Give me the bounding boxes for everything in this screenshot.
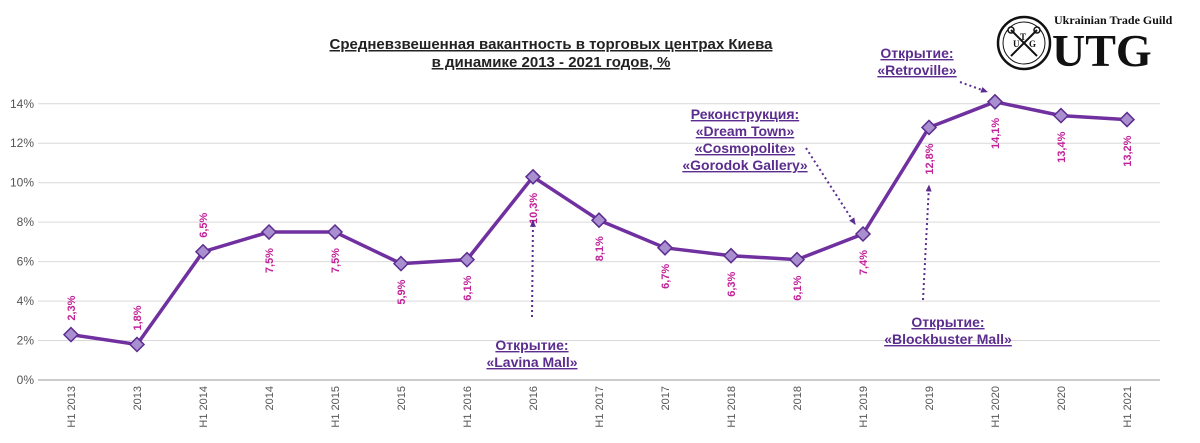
x-tick-label: H1 2020	[990, 386, 1002, 428]
annotation-text-reconstruction: «Gorodok Gallery»	[682, 157, 807, 173]
x-tick-label: 2020	[1056, 386, 1068, 410]
x-tick-label: H1 2021	[1122, 386, 1134, 428]
x-axis-ticks: H1 2013 2013 H1 2014 2014 H1 2015 2015 H1 2016…	[66, 386, 1134, 428]
data-label: 13,4%	[1056, 131, 1068, 162]
data-point-marker	[722, 247, 740, 264]
data-point-marker	[590, 212, 608, 229]
vacancy-series	[62, 93, 1136, 353]
x-tick-label: 2014	[264, 386, 276, 410]
annotation-text-reconstruction: «Dream Town»	[696, 123, 795, 139]
data-label: 1,8%	[132, 305, 144, 330]
x-tick-label: H1 2017	[594, 386, 606, 428]
data-point-marker	[920, 119, 938, 136]
data-label: 7,5%	[264, 248, 276, 273]
data-label: 6,5%	[198, 212, 210, 237]
x-tick-label: H1 2014	[198, 386, 210, 428]
data-label: 12,8%	[924, 143, 936, 174]
y-tick-label: 2%	[17, 334, 35, 348]
logo-guild-text: Ukrainian Trade Guild	[1054, 13, 1173, 27]
annotation-text-lavina: Открытие:	[495, 337, 568, 353]
annotation-arrow	[922, 184, 932, 301]
data-label: 10,3%	[528, 193, 540, 224]
data-label: 13,2%	[1122, 135, 1134, 166]
x-tick-label: 2018	[792, 386, 804, 410]
annotation-text-blockbuster: Открытие:	[911, 314, 984, 330]
data-point-marker	[1118, 111, 1136, 128]
x-tick-label: H1 2015	[330, 386, 342, 428]
utg-seal-icon: U T G	[996, 15, 1052, 71]
y-tick-label: 12%	[10, 136, 34, 150]
utg-logo: U T G Ukrainian Trade Guild UTG	[996, 13, 1173, 76]
x-tick-label: 2016	[528, 386, 540, 410]
data-point-marker	[656, 239, 674, 256]
data-label: 5,9%	[396, 279, 408, 304]
y-tick-label: 10%	[10, 176, 34, 190]
y-axis-ticks: 0% 2% 4% 6% 8% 10% 12% 14%	[10, 97, 34, 387]
data-point-marker	[392, 255, 410, 272]
data-label: 6,7%	[660, 264, 672, 289]
y-tick-label: 6%	[17, 255, 35, 269]
data-point-marker	[62, 326, 80, 343]
data-label: 14,1%	[990, 118, 1002, 149]
annotation-arrow	[805, 147, 856, 225]
annotation-text-reconstruction: Реконструкция:	[691, 106, 799, 122]
x-tick-label: 2013	[132, 386, 144, 410]
data-point-marker	[326, 223, 344, 241]
data-label: 8,1%	[594, 236, 606, 261]
annotation-text-retroville: Открытие:	[880, 45, 953, 61]
seal-letter-u: U	[1013, 39, 1020, 49]
data-label: 2,3%	[66, 295, 78, 320]
data-point-marker	[458, 251, 476, 268]
data-label: 6,1%	[792, 275, 804, 300]
logo-brand: UTG	[1052, 25, 1152, 76]
x-tick-label: H1 2016	[462, 386, 474, 428]
x-tick-label: 2019	[924, 386, 936, 410]
chart-title-line-2: в динамике 2013 - 2021 годов, %	[432, 54, 671, 71]
data-point-marker	[986, 93, 1004, 110]
data-label: 7,5%	[330, 248, 342, 273]
x-tick-label: H1 2018	[726, 386, 738, 428]
annotation-arrow	[959, 81, 988, 93]
seal-letter-g: G	[1029, 39, 1036, 49]
data-label: 6,1%	[462, 275, 474, 300]
annotation-text-retroville: «Retroville»	[877, 62, 957, 78]
annotation-text-lavina: «Lavina Mall»	[486, 354, 577, 370]
data-point-marker	[1052, 107, 1070, 124]
x-tick-label: H1 2013	[66, 386, 78, 428]
data-labels: 2,3% 1,8% 6,5% 7,5% 7,5% 5,9% 6,1% 10,3% 8,1% 6,7…	[66, 118, 1134, 331]
y-tick-label: 4%	[17, 294, 35, 308]
data-point-marker	[128, 336, 146, 353]
data-point-marker	[524, 168, 542, 185]
annotation-arrow	[529, 219, 536, 318]
data-label: 7,4%	[858, 250, 870, 275]
y-tick-label: 0%	[17, 373, 35, 387]
y-tick-label: 14%	[10, 97, 34, 111]
annotation-text-reconstruction: «Cosmopolite»	[695, 140, 796, 156]
x-tick-label: 2017	[660, 386, 672, 410]
data-point-marker	[788, 251, 806, 268]
annotation-text-blockbuster: «Blockbuster Mall»	[884, 331, 1012, 347]
y-tick-label: 8%	[17, 215, 35, 229]
annotations: Открытие:«Lavina Mall»Реконструкция:«Dre…	[486, 45, 1012, 370]
data-point-marker	[260, 223, 278, 241]
seal-letter-t: T	[1020, 32, 1026, 42]
data-point-marker	[194, 243, 212, 260]
x-tick-label: 2015	[396, 386, 408, 410]
data-label: 6,3%	[726, 271, 738, 296]
chart-title-line-1: Средневзвешенная вакантность в торговых …	[330, 36, 774, 53]
x-tick-label: H1 2019	[858, 386, 870, 428]
data-point-marker	[854, 225, 872, 243]
